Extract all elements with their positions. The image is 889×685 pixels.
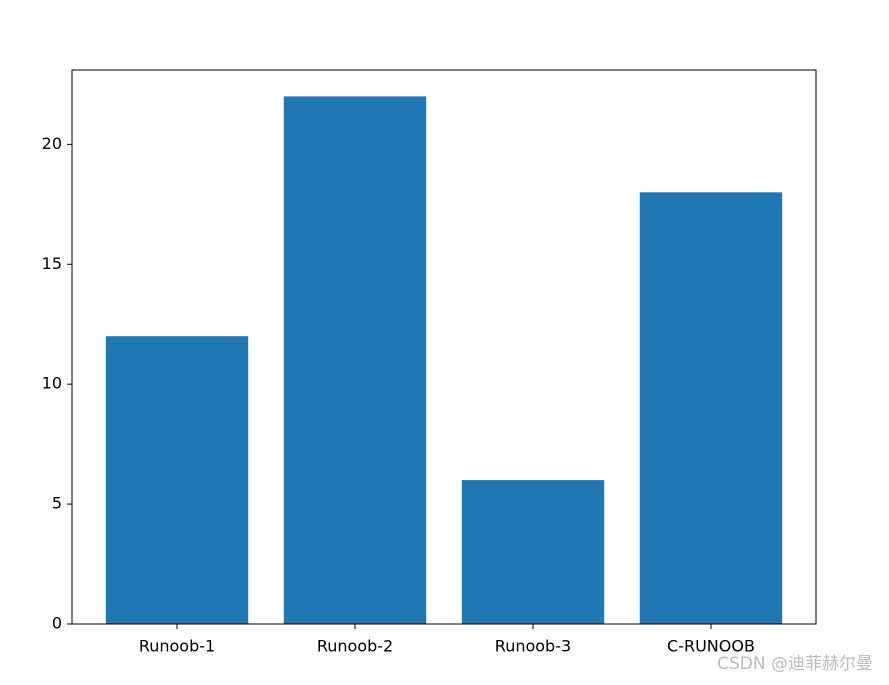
y-tick-label: 10 (42, 374, 62, 393)
watermark: CSDN @迪菲赫尔曼 (717, 654, 873, 674)
y-tick-label: 15 (42, 254, 62, 273)
bar (639, 192, 783, 624)
bar (283, 96, 427, 624)
bar (105, 336, 249, 624)
y-tick-label: 0 (52, 614, 62, 633)
y-tick-label: 20 (42, 134, 62, 153)
x-tick-label: Runoob-3 (495, 637, 571, 656)
bar (461, 480, 605, 624)
axes-frame (71, 69, 817, 625)
x-tick-label: Runoob-1 (139, 637, 215, 656)
x-tick-label: C-RUNOOB (667, 637, 755, 656)
y-tick-label: 5 (52, 494, 62, 513)
x-tick-label: Runoob-2 (317, 637, 393, 656)
